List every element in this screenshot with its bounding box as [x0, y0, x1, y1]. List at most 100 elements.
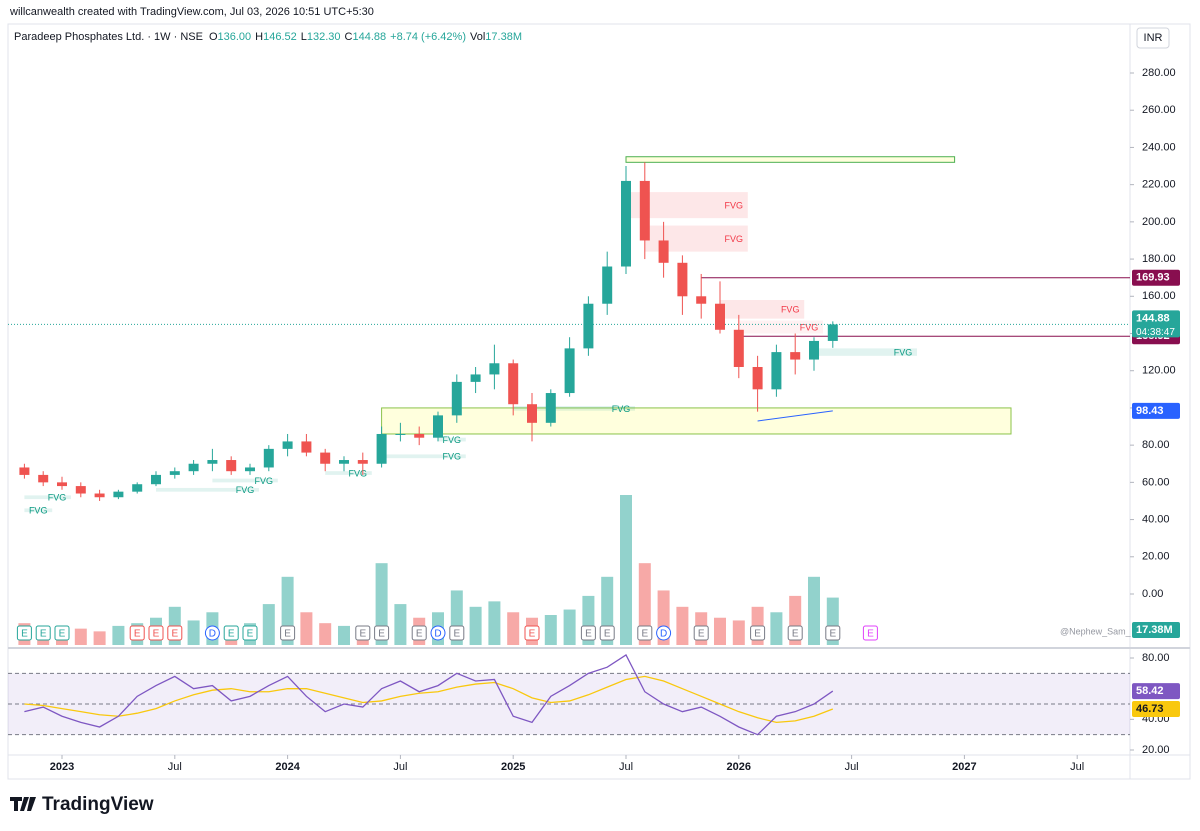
event-marker[interactable]	[374, 625, 390, 641]
x-tick-label: Jul	[619, 761, 633, 773]
event-marker[interactable]	[223, 625, 239, 641]
event-label[interactable]: E	[378, 629, 385, 640]
y-tick-label: 180.00	[1142, 253, 1176, 265]
event-marker[interactable]	[167, 625, 183, 641]
volume-bar	[394, 604, 407, 645]
event-label[interactable]: E	[21, 629, 28, 640]
zone	[381, 407, 1012, 435]
event-marker[interactable]	[411, 625, 427, 641]
event-label[interactable]: E	[585, 629, 592, 640]
event-label[interactable]: E	[59, 629, 66, 640]
event-marker[interactable]	[580, 625, 596, 641]
event-marker[interactable]	[656, 625, 672, 641]
logo-mark	[10, 797, 36, 811]
candle-body	[564, 348, 575, 394]
volume-bar	[262, 604, 275, 645]
event-label[interactable]: E	[40, 629, 47, 640]
event-marker[interactable]	[242, 625, 258, 641]
candle-body	[357, 460, 368, 464]
legend-value: 132.30	[307, 31, 341, 43]
brand: TradingView	[42, 794, 154, 815]
event-marker[interactable]	[16, 625, 32, 641]
event-label[interactable]: E	[453, 629, 460, 640]
zone-label: FVG	[236, 485, 255, 495]
candle-body	[602, 266, 613, 304]
event-marker[interactable]	[280, 625, 296, 641]
event-marker[interactable]	[129, 625, 145, 641]
event-label[interactable]: E	[284, 629, 291, 640]
event-marker[interactable]	[637, 625, 653, 641]
volume-bar	[676, 606, 689, 645]
x-tick-label: Jul	[168, 761, 182, 773]
event-marker[interactable]	[693, 625, 709, 641]
event-label[interactable]: E	[416, 629, 423, 640]
candle-body	[376, 433, 387, 464]
event-label[interactable]: D	[209, 629, 216, 640]
legend-key: C	[345, 31, 353, 43]
candle-body	[188, 463, 199, 472]
event-label[interactable]: E	[829, 629, 836, 640]
event-marker[interactable]	[35, 625, 51, 641]
price-label-box	[1132, 683, 1180, 700]
event-label[interactable]: E	[247, 629, 254, 640]
candle-body	[527, 404, 537, 423]
event-label[interactable]: E	[228, 629, 235, 640]
event-marker[interactable]	[355, 625, 371, 641]
x-tick-label: 2023	[50, 761, 74, 773]
event-label[interactable]: E	[792, 629, 799, 640]
volume-bar	[338, 625, 350, 645]
y-tick-label: 260.00	[1142, 104, 1176, 116]
event-label[interactable]: E	[171, 629, 178, 640]
y-tick-label: 200.00	[1142, 216, 1176, 228]
candle-body	[715, 303, 725, 330]
event-marker[interactable]	[787, 625, 803, 641]
event-label[interactable]: E	[754, 629, 761, 640]
event-marker[interactable]	[430, 625, 446, 641]
event-label[interactable]: D	[434, 629, 441, 640]
event-marker[interactable]	[599, 625, 615, 641]
legend-key: H	[255, 31, 263, 43]
legend-key: Vol	[470, 31, 485, 43]
event-marker[interactable]	[524, 625, 540, 641]
price-label: 46.73	[1136, 703, 1164, 715]
event-marker[interactable]	[862, 625, 878, 641]
candle-body	[545, 393, 556, 423]
event-label[interactable]: E	[698, 629, 705, 640]
event-label[interactable]: E	[134, 629, 141, 640]
currency-box[interactable]	[1136, 27, 1170, 49]
event-marker[interactable]	[750, 625, 766, 641]
volume-bar	[507, 612, 520, 645]
legend-change: +8.74 (+6.42%)	[390, 31, 466, 43]
event-label[interactable]: D	[660, 629, 667, 640]
event-marker[interactable]	[449, 625, 465, 641]
candle-body	[75, 486, 86, 494]
event-label[interactable]: E	[529, 629, 536, 640]
event-marker[interactable]	[825, 625, 841, 641]
event-label[interactable]: E	[359, 629, 366, 640]
zone-label: FVG	[725, 234, 744, 244]
zone-label: FVG	[48, 493, 67, 503]
credit: willcanwealth created with TradingView.c…	[9, 6, 374, 18]
legend: Paradeep Phosphates Ltd. · 1W · NSE O136.…	[14, 31, 522, 43]
candle-body	[226, 460, 237, 472]
candle-body	[151, 474, 161, 485]
candle-body	[169, 471, 180, 475]
event-marker[interactable]	[204, 625, 220, 641]
event-marker[interactable]	[54, 625, 70, 641]
candle-body	[433, 415, 443, 438]
volume-bar	[770, 612, 783, 645]
currency[interactable]: INR	[1144, 32, 1163, 44]
event-marker[interactable]	[148, 625, 164, 641]
event-label[interactable]: E	[641, 629, 648, 640]
price-label-box	[1132, 701, 1180, 718]
price-label: 169.93	[1136, 272, 1170, 284]
event-label[interactable]: E	[867, 629, 874, 640]
zone	[325, 471, 372, 475]
event-label[interactable]: E	[153, 629, 160, 640]
volume-label-box	[1132, 622, 1180, 638]
candle-body	[790, 352, 801, 360]
x-tick-label: 2024	[275, 761, 300, 773]
zone	[438, 437, 466, 442]
event-label[interactable]: E	[604, 629, 611, 640]
